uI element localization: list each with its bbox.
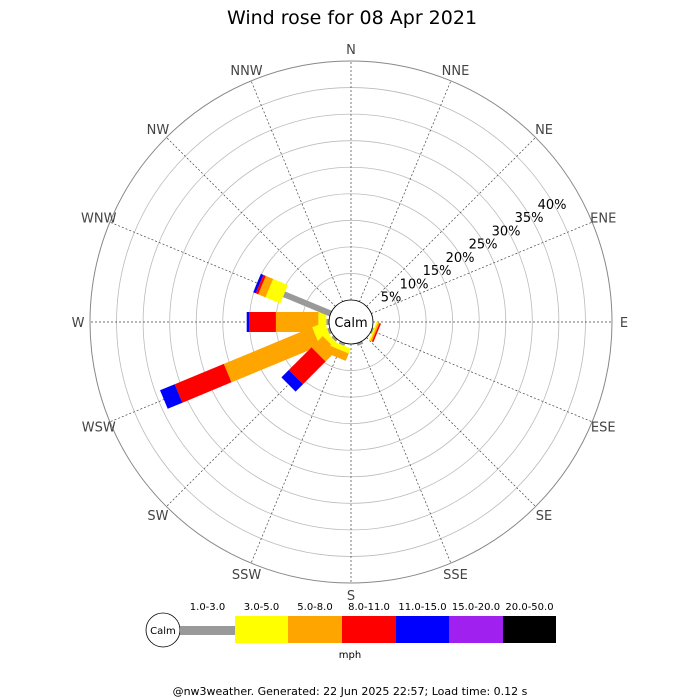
bar-w-8.0-11.0	[249, 312, 276, 332]
legend-swatch-5.0-8.0	[288, 616, 342, 643]
legend-swatch-15.0-20.0	[449, 616, 503, 643]
speed-unit-label: mph	[339, 650, 361, 661]
polar-grid	[89, 60, 613, 584]
legend-swatch-20.0-50.0	[503, 616, 556, 643]
spoke-ne	[366, 137, 536, 307]
bar-wsw-8.0-11.0	[174, 363, 232, 403]
direction-label-wsw: WSW	[82, 420, 116, 435]
bar-wsw-5.0-8.0	[223, 327, 320, 383]
legend-label: 3.0-5.0	[244, 602, 279, 613]
legend-label: 15.0-20.0	[452, 602, 500, 613]
legend-label: 8.0-11.0	[348, 602, 390, 613]
chart-title: Wind rose for 08 Apr 2021	[227, 7, 477, 29]
direction-label-sw: SW	[147, 509, 168, 524]
spoke-nw	[166, 137, 336, 307]
bar-wsw-11.0-15.0	[160, 384, 183, 409]
bar-ese-1.0-3.0	[370, 327, 374, 334]
radial-tick-label: 40%	[538, 198, 567, 213]
bar-sw-5.0-8.0	[311, 336, 337, 362]
bar-ese-3.0-5.0	[369, 321, 379, 341]
direction-label-nnw: NNW	[230, 64, 262, 79]
radial-tick-label: 35%	[515, 211, 544, 226]
bar-sw-11.0-15.0	[281, 369, 304, 392]
bar-wnw-11.0-15.0	[253, 273, 264, 294]
radial-tick-label: 30%	[492, 224, 521, 239]
legend-calm-label: Calm	[150, 626, 176, 637]
calm-center: Calm	[328, 299, 374, 345]
legend-swatch-8.0-11.0	[342, 616, 396, 643]
legend-label: 5.0-8.0	[297, 602, 332, 613]
bar-wnw-5.0-8.0	[258, 275, 274, 298]
bar-ese-5.0-8.0	[370, 322, 380, 342]
legend-swatch-1.0-3.0	[180, 626, 235, 635]
outer-ring	[89, 60, 613, 584]
direction-label-nne: NNE	[442, 64, 470, 79]
direction-label-n: N	[346, 43, 356, 58]
legend-label: 20.0-50.0	[505, 602, 553, 613]
bar-sw-1.0-3.0	[331, 335, 338, 342]
direction-label-e: E	[620, 316, 628, 331]
radial-tick-labels: 5%10%15%20%25%30%35%40%	[381, 198, 567, 306]
legend-label: 1.0-3.0	[190, 602, 225, 613]
bar-sw-8.0-11.0	[288, 347, 326, 385]
bar-w-1.0-3.0	[326, 319, 329, 325]
calm-label: Calm	[334, 316, 367, 331]
direction-label-ssw: SSW	[232, 568, 262, 583]
spoke-se	[366, 337, 536, 507]
radial-tick-label: 10%	[400, 277, 429, 292]
bar-w-5.0-8.0	[275, 312, 319, 332]
bar-wnw-3.0-5.0	[265, 278, 288, 304]
bar-w-11.0-15.0	[246, 312, 250, 332]
bar-ese-8.0-11.0	[371, 323, 381, 343]
bar-ssw-1.0-3.0	[338, 341, 346, 346]
direction-label-se: SE	[536, 509, 552, 524]
bar-ssw-5.0-8.0	[327, 345, 349, 361]
grid-ring	[169, 140, 533, 504]
radial-tick-label: 25%	[469, 238, 498, 253]
bar-wnw-8.0-11.0	[255, 274, 266, 295]
bar-ssw-3.0-5.0	[330, 341, 351, 354]
legend-swatch-3.0-5.0	[235, 616, 288, 643]
direction-label-sse: SSE	[443, 568, 468, 583]
grid-ring	[222, 193, 480, 451]
bar-wnw-1.0-3.0	[282, 291, 332, 317]
bar-wsw-1.0-3.0	[327, 327, 332, 335]
radial-tick-label: 20%	[446, 251, 475, 266]
legend-swatch-11.0-15.0	[396, 616, 449, 643]
bar-sse-1.0-3.0	[356, 341, 364, 346]
footer-text: @nw3weather. Generated: 22 Jun 2025 22:5…	[173, 685, 528, 698]
direction-label-nw: NW	[147, 123, 170, 138]
legend-label: 11.0-15.0	[398, 602, 446, 613]
radial-tick-label: 5%	[381, 291, 402, 306]
wind-bars	[160, 273, 381, 409]
speed-legend: Calm 1.0-3.0 3.0-5.0 5.0-8.0 8.0-11.0 11.0-15…	[145, 602, 556, 648]
direction-label-ene: ENE	[590, 212, 616, 227]
direction-label-w: W	[72, 316, 85, 331]
direction-label-ne: NE	[535, 123, 553, 138]
direction-label-s: S	[347, 589, 355, 604]
direction-label-ese: ESE	[591, 420, 616, 435]
radial-tick-label: 15%	[423, 264, 452, 279]
direction-labels: N NNE NE ENE E ESE SE SSE S SSW SW WSW W WNW NW NNW	[72, 43, 629, 604]
direction-label-wnw: WNW	[81, 212, 117, 227]
